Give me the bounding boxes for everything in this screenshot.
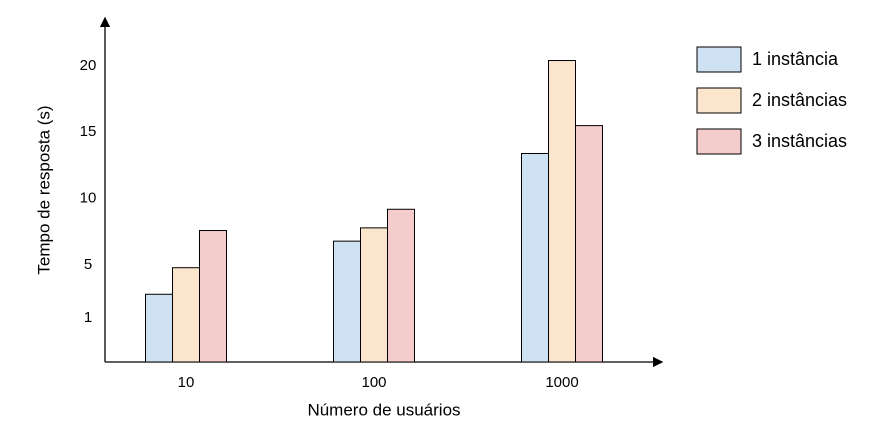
y-tick-label: 5 — [84, 256, 92, 273]
x-tick-label: 100 — [361, 374, 386, 391]
y-axis-title: Tempo de resposta (s) — [34, 105, 53, 274]
bar — [548, 60, 576, 363]
legend-swatch — [696, 87, 742, 114]
bar — [360, 227, 388, 363]
y-tick-label: 10 — [80, 190, 97, 207]
x-axis-title: Número de usuários — [307, 400, 460, 419]
bar — [575, 125, 603, 363]
legend-label: 3 instâncias — [752, 131, 847, 151]
legend-swatch — [696, 46, 742, 73]
bar — [172, 267, 200, 363]
y-tick-label: 20 — [80, 57, 97, 74]
y-tick-label: 1 — [84, 309, 92, 326]
bar — [145, 293, 173, 363]
legend-label: 2 instâncias — [752, 90, 847, 110]
bar — [333, 240, 361, 363]
legend-label: 1 instância — [752, 49, 839, 69]
y-tick-label: 15 — [80, 123, 97, 140]
legend-swatch — [696, 128, 742, 155]
bar — [199, 230, 227, 363]
x-tick-label: 1000 — [545, 374, 578, 391]
bar — [387, 208, 415, 363]
x-tick-label: 10 — [178, 374, 195, 391]
bar — [521, 152, 549, 363]
